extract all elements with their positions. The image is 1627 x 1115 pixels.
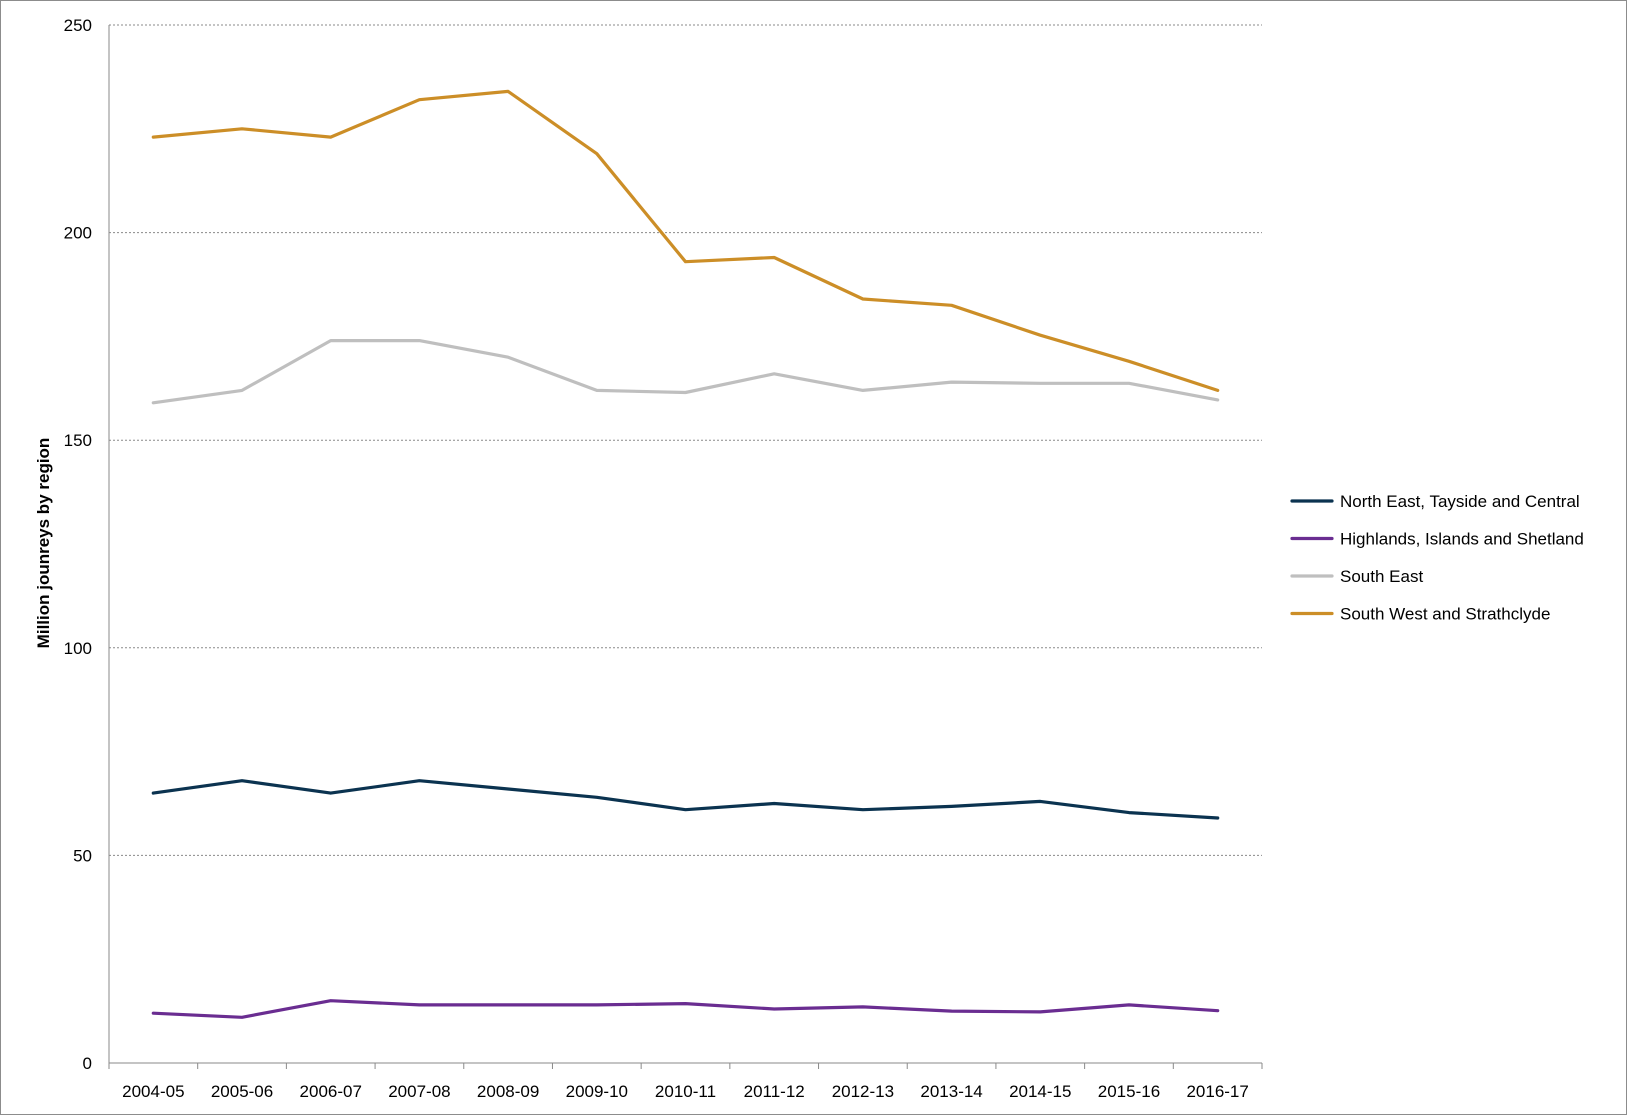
y-tick-label: 150 (64, 431, 92, 450)
legend: North East, Tayside and Central Highlands… (1290, 492, 1584, 624)
y-tick-label: 0 (83, 1054, 92, 1073)
gridlines (109, 24, 1262, 856)
x-tick-label: 2007-08 (388, 1082, 450, 1101)
series-line-0 (151, 779, 1220, 820)
x-tick-label: 2013-14 (920, 1082, 982, 1101)
x-tick-label: 2012-13 (832, 1082, 894, 1101)
x-tick-label: 2015-16 (1098, 1082, 1160, 1101)
series-line-2 (151, 339, 1220, 405)
x-tick-label: 2006-07 (300, 1082, 362, 1101)
y-axis-label: Million jounreys by region (34, 438, 53, 649)
x-tick-label: 2011-12 (744, 1082, 805, 1101)
series-lines (151, 89, 1220, 1019)
y-tick-label: 100 (64, 639, 92, 658)
x-tick-label: 2014-15 (1009, 1082, 1071, 1101)
axes (108, 25, 1263, 1069)
legend-entry: South East (1340, 567, 1423, 586)
x-tick-labels: 2004-05 2005-06 2006-07 2007-08 2008-09 2009-… (122, 1082, 1249, 1101)
y-tick-label: 250 (64, 16, 92, 35)
legend-entry: North East, Tayside and Central (1340, 492, 1580, 511)
legend-entry: Highlands, Islands and Shetland (1340, 530, 1584, 549)
series-line-1 (151, 999, 1220, 1019)
x-tick-label: 2004-05 (122, 1082, 184, 1101)
x-tick-label: 2016-17 (1186, 1082, 1248, 1101)
legend-entry: South West and Strathclyde (1340, 605, 1550, 624)
x-tick-label: 2008-09 (477, 1082, 539, 1101)
y-tick-label: 200 (64, 224, 92, 243)
x-tick-label: 2009-10 (566, 1082, 628, 1101)
y-tick-labels: 0 50 100 150 200 250 (64, 16, 92, 1073)
y-tick-label: 50 (73, 846, 92, 865)
x-tick-label: 2010-11 (655, 1082, 716, 1101)
series-line-3 (151, 89, 1220, 392)
x-tick-label: 2005-06 (211, 1082, 273, 1101)
